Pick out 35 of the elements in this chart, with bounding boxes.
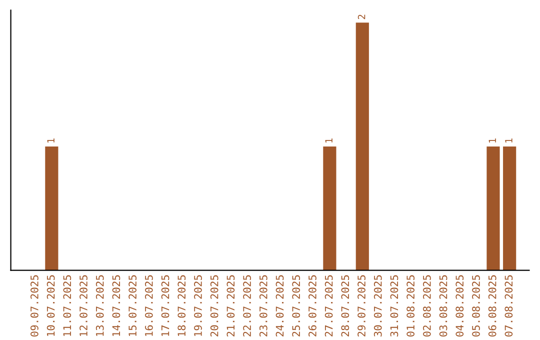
x-tick-label: 19.07.2025 [194,275,202,336]
x-tick-label: 13.07.2025 [96,275,104,336]
x-tick-label: 28.07.2025 [341,275,350,336]
data-label: 1 [47,138,54,142]
x-tick-label: 07.08.2025 [504,275,513,336]
x-tick-label: 01.08.2025 [406,275,415,336]
x-tick-label: 17.07.2025 [161,275,170,336]
x-tick-label: 16.07.2025 [144,275,153,336]
x-tick-label: 11.07.2025 [63,275,72,336]
data-label: 1 [505,138,512,142]
data-label: 1 [488,138,496,142]
x-tick-label: 26.07.2025 [308,275,316,336]
x-tick-label: 10.07.2025 [46,275,55,336]
x-tick-label: 25.07.2025 [292,275,300,336]
x-tick-label: 05.08.2025 [472,275,480,336]
x-tick-label: 02.08.2025 [422,275,431,336]
x-tick-label: 12.07.2025 [80,275,88,336]
x-tick-label: 03.08.2025 [439,275,448,336]
x-tick-label: 18.07.2025 [178,275,186,336]
data-label: 2 [358,14,366,20]
x-tick-label: 30.07.2025 [374,275,382,336]
x-tick-label: 06.08.2025 [488,275,496,336]
x-tick-label: 24.07.2025 [276,275,284,336]
x-tick-label: 22.07.2025 [243,275,251,336]
x-tick-label: 14.07.2025 [112,275,120,336]
x-tick-label: 21.07.2025 [226,275,235,336]
x-tick-label: 20.07.2025 [210,275,218,336]
data-label: 1 [325,138,332,142]
x-tick-label: 23.07.2025 [259,275,268,336]
x-tick-label: 04.08.2025 [456,275,464,336]
x-tick-label: 31.07.2025 [390,275,398,336]
x-tick-label: 27.07.2025 [324,275,333,336]
x-tick-label: 09.07.2025 [30,275,38,336]
x-tick-label: 29.07.2025 [358,275,366,336]
x-tick-label: 15.07.2025 [128,275,136,336]
